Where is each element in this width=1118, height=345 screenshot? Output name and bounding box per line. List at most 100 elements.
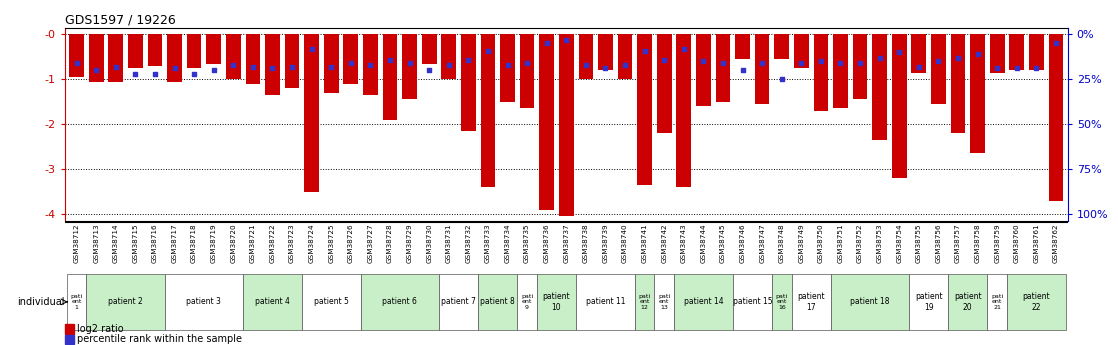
Text: percentile rank within the sample: percentile rank within the sample	[77, 334, 241, 344]
Bar	[578, 34, 594, 79]
Point	[929, 59, 947, 64]
Text: GSM38731: GSM38731	[446, 223, 452, 263]
Text: GSM38759: GSM38759	[994, 223, 1001, 263]
Bar	[129, 34, 143, 68]
Point	[793, 60, 811, 66]
Text: patient 5: patient 5	[314, 297, 349, 306]
Text: patient 11: patient 11	[586, 297, 625, 306]
FancyBboxPatch shape	[987, 274, 1007, 330]
Text: GSM38728: GSM38728	[387, 223, 394, 263]
Text: GSM38712: GSM38712	[74, 223, 79, 263]
Point	[812, 59, 830, 64]
Bar	[676, 34, 691, 187]
Bar	[65, 324, 74, 334]
Point	[499, 62, 517, 68]
Text: patient
19: patient 19	[915, 292, 942, 312]
Text: GSM38737: GSM38737	[563, 223, 569, 263]
Bar	[402, 34, 417, 99]
Point	[655, 57, 673, 62]
FancyBboxPatch shape	[909, 274, 948, 330]
Bar	[617, 34, 633, 79]
Point	[439, 62, 457, 68]
FancyBboxPatch shape	[439, 274, 479, 330]
FancyBboxPatch shape	[831, 274, 909, 330]
Text: GSM38726: GSM38726	[348, 223, 353, 263]
Bar	[148, 34, 162, 66]
Text: GSM38717: GSM38717	[171, 223, 178, 263]
Text: patient 18: patient 18	[850, 297, 890, 306]
Text: GSM38735: GSM38735	[524, 223, 530, 263]
FancyBboxPatch shape	[674, 274, 732, 330]
Bar	[559, 34, 574, 216]
Text: GSM38743: GSM38743	[681, 223, 686, 263]
Point	[361, 62, 379, 68]
Text: GSM38757: GSM38757	[955, 223, 961, 263]
Text: GSM38720: GSM38720	[230, 223, 236, 263]
Point	[68, 60, 86, 66]
Text: GSM38721: GSM38721	[250, 223, 256, 263]
Point	[225, 62, 243, 68]
Point	[773, 77, 790, 82]
Point	[694, 59, 712, 64]
Text: GSM38750: GSM38750	[818, 223, 824, 263]
Text: GSM38740: GSM38740	[622, 223, 628, 263]
FancyBboxPatch shape	[792, 274, 831, 330]
Text: log2 ratio: log2 ratio	[77, 324, 124, 334]
Point	[733, 68, 751, 73]
Bar	[697, 34, 711, 106]
Point	[518, 60, 536, 66]
FancyBboxPatch shape	[518, 274, 537, 330]
Bar	[950, 34, 965, 133]
Bar	[69, 34, 84, 77]
FancyBboxPatch shape	[576, 274, 635, 330]
Point	[381, 57, 399, 62]
Text: GSM38714: GSM38714	[113, 223, 119, 263]
Point	[616, 62, 634, 68]
FancyBboxPatch shape	[164, 274, 243, 330]
Bar	[736, 34, 750, 59]
Point	[538, 41, 556, 46]
Point	[597, 66, 615, 71]
FancyBboxPatch shape	[537, 274, 576, 330]
Text: GSM38756: GSM38756	[936, 223, 941, 263]
Text: GSM38718: GSM38718	[191, 223, 197, 263]
FancyBboxPatch shape	[243, 274, 302, 330]
Text: GSM38742: GSM38742	[661, 223, 667, 263]
Text: GSM38747: GSM38747	[759, 223, 765, 263]
Bar	[814, 34, 828, 111]
Point	[479, 48, 496, 53]
Bar	[1029, 34, 1044, 70]
Point	[146, 71, 164, 77]
Point	[714, 60, 732, 66]
Point	[754, 60, 771, 66]
Bar	[853, 34, 868, 99]
FancyBboxPatch shape	[67, 274, 86, 330]
Point	[1046, 41, 1064, 46]
Text: pati
ent
16: pati ent 16	[776, 294, 788, 310]
Text: GSM38730: GSM38730	[426, 223, 433, 263]
Point	[244, 64, 262, 69]
Text: pati
ent
1: pati ent 1	[70, 294, 83, 310]
Text: GSM38739: GSM38739	[603, 223, 608, 263]
Point	[186, 71, 203, 77]
Bar	[794, 34, 808, 68]
Text: GSM38758: GSM38758	[975, 223, 980, 263]
Bar	[187, 34, 201, 68]
Text: GSM38733: GSM38733	[485, 223, 491, 263]
FancyBboxPatch shape	[479, 274, 518, 330]
Bar	[285, 34, 300, 88]
Text: pati
ent
9: pati ent 9	[521, 294, 533, 310]
Bar	[343, 34, 358, 84]
Bar	[931, 34, 946, 104]
FancyBboxPatch shape	[302, 274, 361, 330]
Point	[264, 66, 282, 71]
Text: GSM38723: GSM38723	[290, 223, 295, 263]
Bar	[657, 34, 672, 133]
Text: pati
ent
21: pati ent 21	[992, 294, 1003, 310]
Text: GSM38744: GSM38744	[700, 223, 707, 263]
Text: patient
20: patient 20	[954, 292, 982, 312]
Text: patient 6: patient 6	[382, 297, 417, 306]
Bar	[382, 34, 397, 120]
Point	[557, 37, 575, 42]
Bar	[481, 34, 495, 187]
